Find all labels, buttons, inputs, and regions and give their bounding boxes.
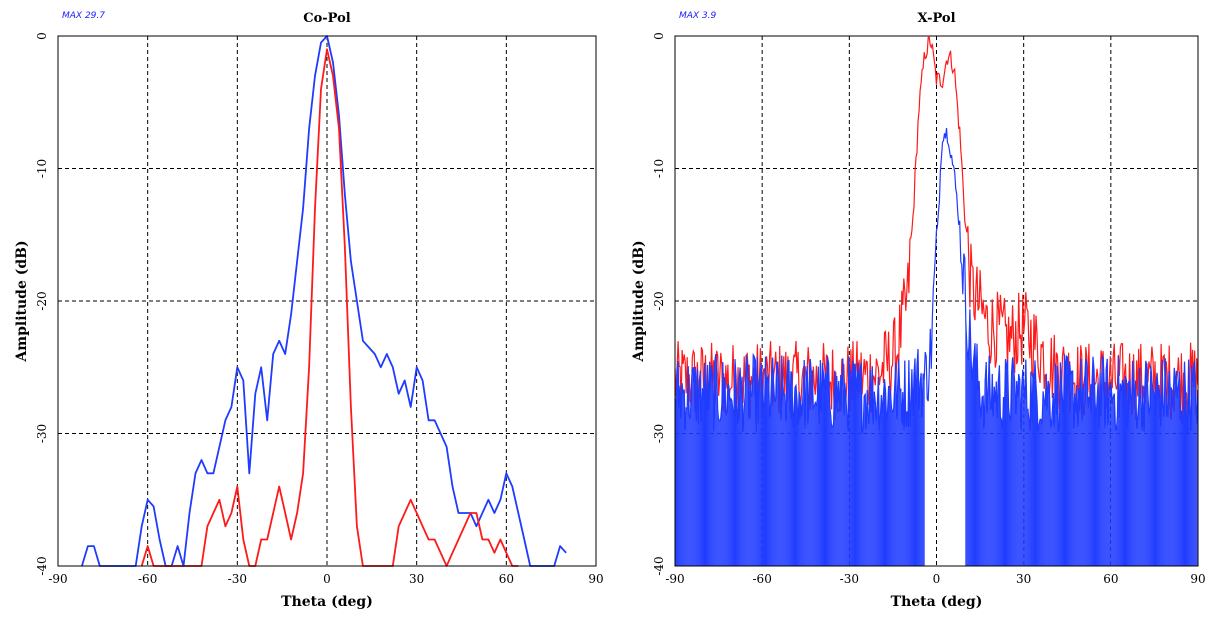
x-pol-max-label: MAX 3.9 <box>679 11 717 21</box>
co-pol-y-tick-label: -10 <box>35 159 49 178</box>
x-pol-y-axis-label: Amplitude (dB) <box>631 240 647 362</box>
co-pol-y-tick-label: -30 <box>35 424 49 443</box>
co-pol-x-tick-label: 30 <box>409 572 424 586</box>
x-pol-chart-svg: X-Pol MAX 3.9 -90 -60 -30 0 30 60 90 0 -10 -20 -30 -4… <box>631 11 1206 610</box>
x-pol-x-tick-label: -30 <box>840 572 859 586</box>
co-pol-series-red <box>140 48 519 567</box>
x-pol-x-tick-label: 30 <box>1016 572 1031 586</box>
x-pol-x-tick-label: -60 <box>753 572 772 586</box>
co-pol-chart-svg: Co-Pol MAX 29.7 -90 -60 -30 0 30 60 90 0 -10 -20 -30… <box>14 11 604 610</box>
x-pol-x-tick-label: 0 <box>933 572 941 586</box>
x-pol-x-axis-label: Theta (deg) <box>891 594 983 610</box>
x-pol-series-blue <box>674 309 1199 566</box>
x-pol-y-tick-label: -20 <box>652 291 666 310</box>
co-pol-series-blue <box>81 35 567 567</box>
co-pol-x-axis-label: Theta (deg) <box>281 594 373 610</box>
co-pol-y-tick-label: -20 <box>35 291 49 310</box>
co-pol-x-tick-label: 0 <box>323 572 331 586</box>
x-pol-y-tick-label: -30 <box>652 424 666 443</box>
co-pol-x-tick-label: 60 <box>499 572 514 586</box>
co-pol-x-tick-label: -90 <box>48 572 67 586</box>
x-pol-x-tick-label: 90 <box>1190 572 1205 586</box>
x-pol-series-blue-line <box>674 128 1199 435</box>
co-pol-y-tick-label: 0 <box>35 32 49 40</box>
x-pol-plot-frame <box>674 35 1199 567</box>
x-pol-title: X-Pol <box>917 11 955 26</box>
x-pol-y-tick-label: 0 <box>652 32 666 40</box>
x-pol-y-tick-label: -10 <box>652 159 666 178</box>
x-pol-chart: X-Pol MAX 3.9 -90 -60 -30 0 30 60 90 0 -10 -20 -30 -4… <box>610 0 1219 618</box>
co-pol-x-tick-label: 90 <box>588 572 603 586</box>
co-pol-x-tick-label: -60 <box>138 572 157 586</box>
x-pol-y-tick-label: -40 <box>652 556 666 575</box>
co-pol-title: Co-Pol <box>303 11 351 26</box>
co-pol-y-tick-label: -40 <box>35 556 49 575</box>
co-pol-max-label: MAX 29.7 <box>62 11 105 21</box>
co-pol-x-tick-label: -30 <box>228 572 247 586</box>
co-pol-y-axis-label: Amplitude (dB) <box>14 240 30 362</box>
co-pol-chart: Co-Pol MAX 29.7 -90 -60 -30 0 30 60 90 0 -10 -20 -30… <box>0 0 609 618</box>
x-pol-x-tick-label: 60 <box>1103 572 1118 586</box>
co-pol-plot-frame <box>57 35 597 567</box>
x-pol-x-tick-label: -90 <box>665 572 684 586</box>
